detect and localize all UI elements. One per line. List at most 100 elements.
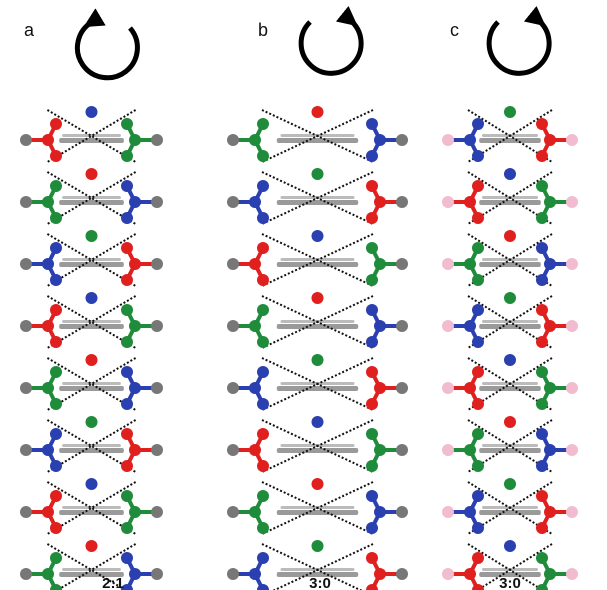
aromatic-ring (276, 138, 359, 143)
atom (20, 134, 32, 146)
atom (311, 354, 324, 366)
atom (249, 196, 261, 208)
atom (366, 398, 378, 410)
atom (366, 212, 378, 224)
aromatic-ring (276, 200, 359, 205)
hydrogen-bond (261, 171, 374, 225)
atom (85, 168, 98, 180)
atom (396, 382, 408, 394)
atom (464, 258, 476, 270)
atom (566, 444, 578, 456)
atom (249, 506, 261, 518)
atom (121, 212, 133, 224)
panel-label: a (24, 20, 35, 40)
atom (42, 134, 54, 146)
atom (121, 242, 133, 254)
hydrogen-bond (272, 543, 374, 590)
atom (544, 444, 556, 456)
atom (227, 320, 239, 332)
atom (311, 168, 324, 180)
hydrogen-bond (46, 419, 137, 473)
atom (504, 354, 516, 366)
atom (50, 490, 62, 502)
aromatic-ring (276, 386, 359, 391)
atom (536, 304, 548, 316)
atom (504, 416, 516, 428)
atom (257, 584, 269, 590)
atom (504, 292, 516, 304)
hydrogen-bond (467, 481, 553, 535)
atom (366, 150, 378, 162)
atom (374, 196, 386, 208)
atom (227, 568, 239, 580)
hydrogen-bond (467, 109, 553, 163)
atom (85, 354, 98, 366)
atom (20, 196, 32, 208)
atom (151, 258, 163, 270)
atom (396, 568, 408, 580)
ratio-label: 3:0 (499, 575, 521, 590)
atom (566, 196, 578, 208)
atom (472, 490, 484, 502)
atom (472, 150, 484, 162)
atom (536, 552, 548, 564)
aromatic-ring (276, 572, 359, 577)
atom (42, 320, 54, 332)
atom (374, 506, 386, 518)
atom (311, 230, 324, 242)
atom (121, 584, 133, 590)
hydrogen-bond (46, 295, 137, 349)
atom (121, 428, 133, 440)
atom (472, 460, 484, 472)
atom (20, 568, 32, 580)
atom (257, 274, 269, 286)
atom (464, 320, 476, 332)
atom (42, 382, 54, 394)
atom (442, 506, 454, 518)
atom (544, 506, 556, 518)
atom (536, 242, 548, 254)
atom (366, 522, 378, 534)
atom (50, 366, 62, 378)
aromatic-ring (62, 506, 121, 509)
atom (20, 320, 32, 332)
atom (442, 444, 454, 456)
atom (257, 118, 269, 130)
atom (50, 336, 62, 348)
atom (50, 180, 62, 192)
atom (227, 196, 239, 208)
atom (366, 428, 378, 440)
atom (129, 134, 141, 146)
atom (366, 336, 378, 348)
aromatic-ring (59, 448, 124, 453)
aromatic-ring (276, 262, 359, 267)
atom (85, 230, 98, 242)
atom (566, 258, 578, 270)
hydrogen-bond (46, 357, 137, 411)
aromatic-ring (59, 510, 124, 515)
hydrogen-bond (46, 109, 137, 163)
atom (536, 150, 548, 162)
atom (249, 382, 261, 394)
panel-label: b (258, 20, 268, 40)
atom (472, 180, 484, 192)
atom (472, 304, 484, 316)
atom (464, 568, 476, 580)
atom (121, 522, 133, 534)
atom (366, 118, 378, 130)
atom (472, 366, 484, 378)
atom (249, 134, 261, 146)
atom (249, 444, 261, 456)
atom (366, 552, 378, 564)
atom (566, 506, 578, 518)
atom (396, 320, 408, 332)
atom (366, 490, 378, 502)
atom (366, 584, 378, 590)
hydrogen-bond (261, 295, 374, 349)
atom (374, 444, 386, 456)
atom (42, 506, 54, 518)
hydrogen-bond (46, 233, 137, 287)
atom (442, 382, 454, 394)
atom (374, 320, 386, 332)
rotation-arrow (74, 8, 140, 81)
